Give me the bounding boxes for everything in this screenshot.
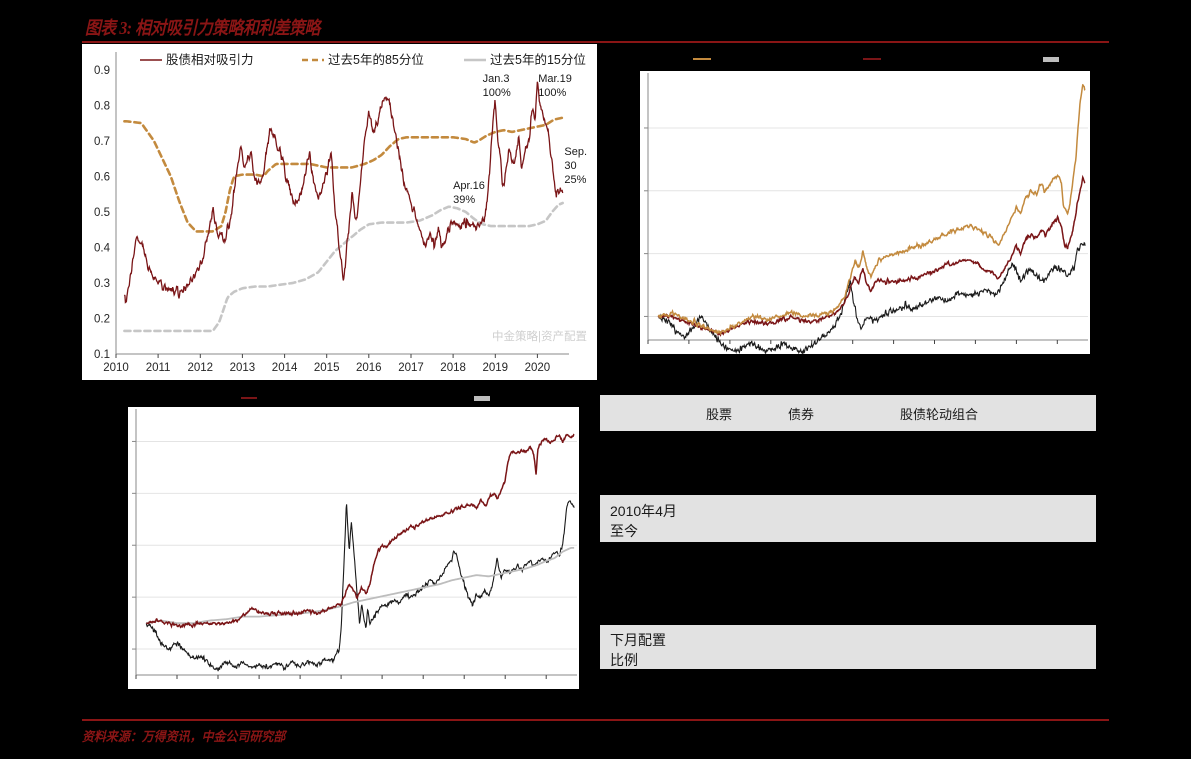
svg-text:25%: 25% xyxy=(564,174,586,186)
svg-text:2011: 2011 xyxy=(146,362,171,374)
svg-text:100%: 100% xyxy=(538,87,566,99)
svg-text:39%: 39% xyxy=(453,194,475,206)
svg-text:0.3: 0.3 xyxy=(94,278,110,290)
svg-text:过去5年的85分位: 过去5年的85分位 xyxy=(328,52,424,67)
svg-text:股债相对吸引力: 股债相对吸引力 xyxy=(166,53,254,67)
svg-text:2019: 2019 xyxy=(483,362,509,374)
svg-text:0.8: 0.8 xyxy=(94,100,110,112)
svg-text:0.7: 0.7 xyxy=(94,136,110,148)
svg-text:0.2: 0.2 xyxy=(94,313,110,325)
svg-text:0.5: 0.5 xyxy=(94,207,110,219)
svg-text:Apr.16: Apr.16 xyxy=(453,180,485,192)
svg-text:0.6: 0.6 xyxy=(94,171,110,183)
svg-text:Sep.: Sep. xyxy=(564,146,587,158)
svg-text:2020: 2020 xyxy=(525,362,551,374)
svg-text:0.9: 0.9 xyxy=(94,65,110,77)
svg-text:2017: 2017 xyxy=(398,362,424,374)
svg-text:2010: 2010 xyxy=(103,362,129,374)
svg-text:2012: 2012 xyxy=(188,362,214,374)
svg-text:2013: 2013 xyxy=(230,362,256,374)
svg-text:2014: 2014 xyxy=(272,362,298,374)
svg-text:Mar.19: Mar.19 xyxy=(538,73,572,85)
svg-text:100%: 100% xyxy=(483,87,511,99)
svg-text:0.4: 0.4 xyxy=(94,242,111,254)
svg-text:2015: 2015 xyxy=(314,362,340,374)
svg-text:0.1: 0.1 xyxy=(94,349,110,361)
svg-text:30: 30 xyxy=(564,160,576,172)
svg-text:中金策略|资产配置: 中金策略|资产配置 xyxy=(492,329,587,343)
svg-text:2016: 2016 xyxy=(356,362,382,374)
svg-text:2018: 2018 xyxy=(440,362,466,374)
svg-text:过去5年的15分位: 过去5年的15分位 xyxy=(490,52,586,67)
svg-text:Jan.3: Jan.3 xyxy=(483,73,510,85)
